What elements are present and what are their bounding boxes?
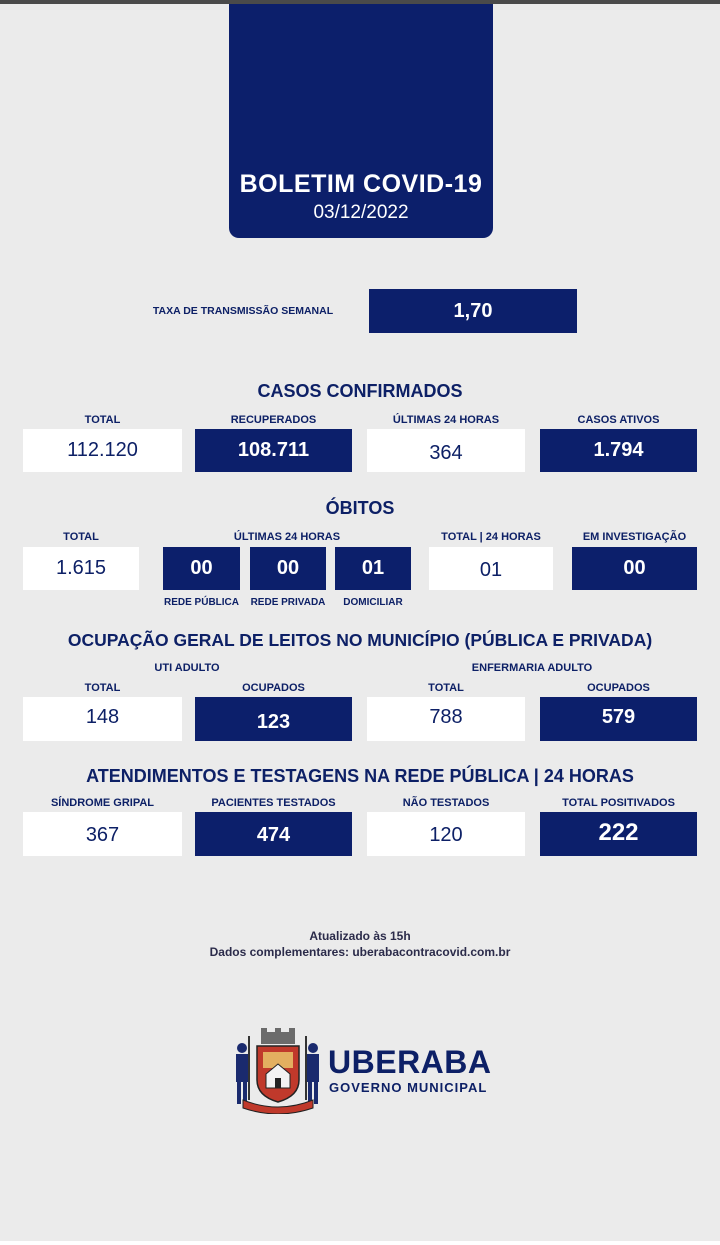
deaths-section-title: ÓBITOS	[325, 498, 395, 518]
updated-at-text: Atualizado às 15h	[309, 929, 411, 943]
bulletin-header: BOLETIM COVID-19 03/12/2022	[229, 4, 493, 238]
city-name: UBERABA	[328, 1044, 492, 1080]
cases-total-label: TOTAL	[84, 414, 121, 426]
deaths-total24-value: 01	[429, 547, 553, 590]
bulletin-date: 03/12/2022	[313, 202, 409, 223]
deaths-total24-label: TOTAL | 24 HORAS	[441, 531, 541, 543]
cases-active-value: 1.794	[540, 429, 697, 472]
flu-syndrome-label: SÍNDROME GRIPAL	[50, 797, 155, 809]
not-tested-label: NÃO TESTADOS	[402, 797, 490, 809]
deaths-private-value: 00	[250, 547, 326, 590]
ward-occupied-label: OCUPADOS	[587, 682, 650, 694]
icu-total-value: 148	[23, 697, 182, 741]
icu-occupied-label: OCUPADOS	[242, 682, 305, 694]
bulletin-title: BOLETIM COVID-19	[239, 170, 483, 198]
icu-adult-label: UTI ADULTO	[154, 662, 220, 674]
ward-occupied-value: 579	[540, 697, 697, 741]
cases-last24-label: ÚLTIMAS 24 HORAS	[392, 414, 500, 426]
patients-tested-value: 474	[195, 812, 352, 856]
flu-syndrome-value: 367	[23, 812, 182, 856]
ward-total-label: TOTAL	[428, 682, 464, 694]
top-edge-line	[0, 0, 720, 4]
deaths-investigation-value: 00	[572, 547, 697, 590]
deaths-home-label: DOMICILIAR	[343, 597, 403, 608]
icu-occupied-value: 123	[195, 697, 352, 741]
tests-section-title: ATENDIMENTOS E TESTAGENS NA REDE PÚBLICA…	[86, 766, 634, 786]
not-tested-value: 120	[367, 812, 525, 856]
total-positive-label: TOTAL POSITIVADOS	[562, 797, 675, 809]
bottom-edge-line	[0, 1241, 720, 1245]
deaths-home-value: 01	[335, 547, 411, 590]
complementary-data-text: Dados complementares: uberabacontracovid…	[209, 945, 511, 959]
city-government-subtitle: GOVERNO MUNICIPAL	[329, 1080, 488, 1095]
deaths-total-value: 1.615	[23, 547, 139, 590]
transmission-rate-label: TAXA DE TRANSMISSÃO SEMANAL	[152, 305, 334, 317]
cases-recovered-value: 108.711	[195, 429, 352, 472]
transmission-rate-value: 1,70	[369, 289, 577, 333]
beds-section-title: OCUPAÇÃO GERAL DE LEITOS NO MUNICÍPIO (P…	[67, 630, 653, 650]
deaths-last24-label: ÚLTIMAS 24 HORAS	[233, 531, 341, 543]
ward-total-value: 788	[367, 697, 525, 741]
ward-adult-label: ENFERMARIA ADULTO	[471, 662, 593, 674]
city-coat-of-arms-icon	[233, 1028, 323, 1115]
deaths-total-label: TOTAL	[63, 531, 99, 543]
patients-tested-label: PACIENTES TESTADOS	[211, 797, 336, 809]
deaths-private-label: REDE PRIVADA	[250, 597, 326, 608]
cases-section-title: CASOS CONFIRMADOS	[257, 381, 463, 401]
cases-last24-value: 364	[367, 429, 525, 472]
deaths-public-value: 00	[163, 547, 240, 590]
total-positive-value: 222	[540, 812, 697, 856]
icu-total-label: TOTAL	[84, 682, 121, 694]
cases-recovered-label: RECUPERADOS	[230, 414, 317, 426]
deaths-investigation-label: EM INVESTIGAÇÃO	[582, 531, 687, 543]
deaths-public-label: REDE PÚBLICA	[163, 597, 239, 608]
cases-active-label: CASOS ATIVOS	[577, 414, 660, 426]
cases-total-value: 112.120	[23, 429, 182, 472]
